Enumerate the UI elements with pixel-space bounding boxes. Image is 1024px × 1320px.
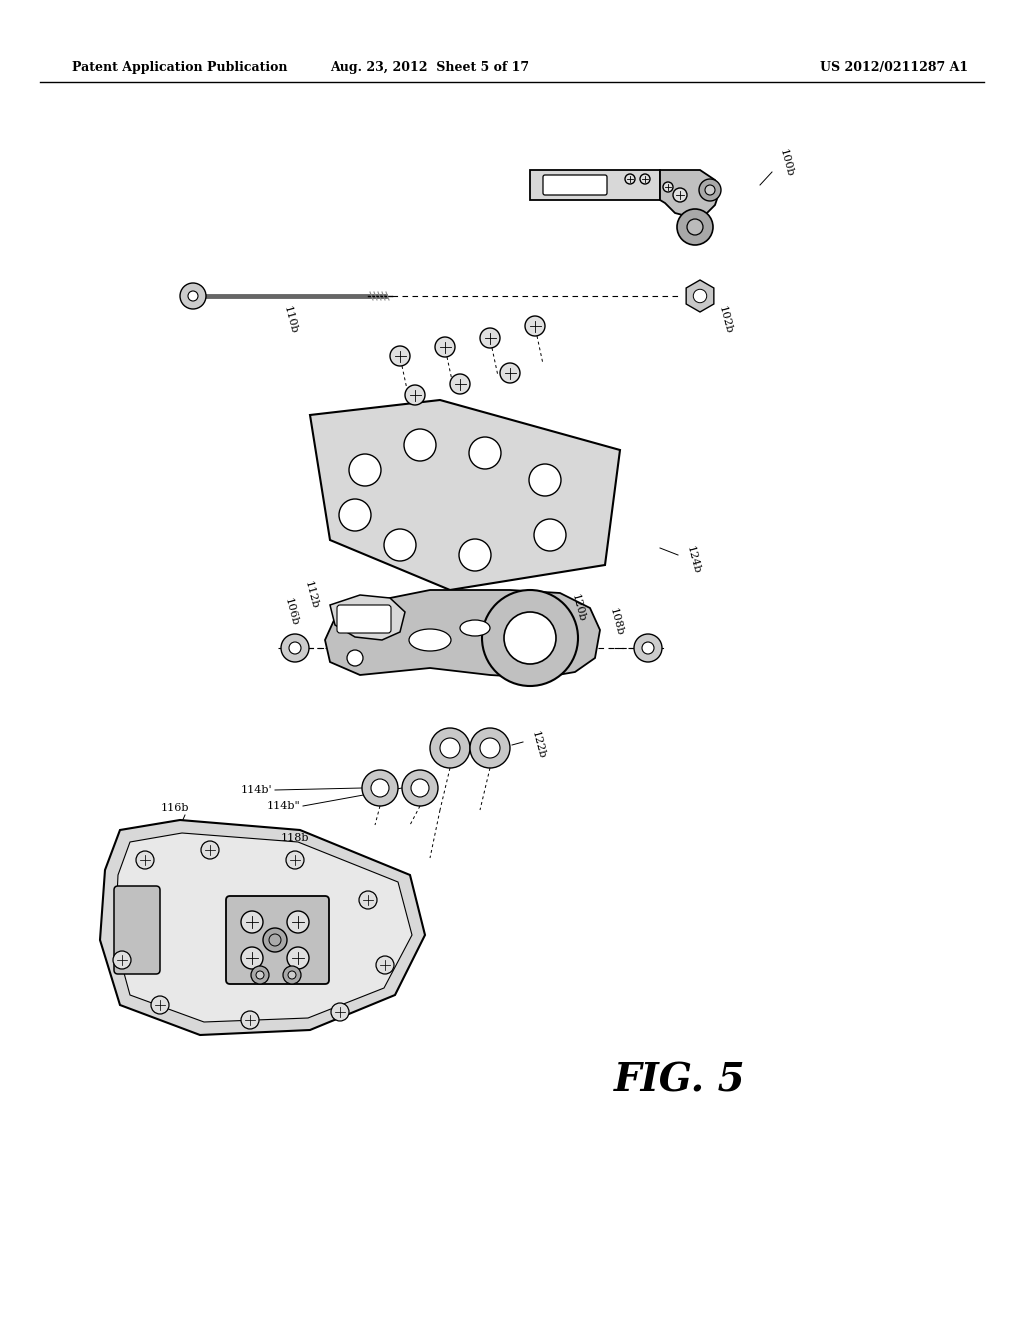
Circle shape <box>525 315 545 337</box>
Circle shape <box>534 519 566 550</box>
Text: 122b: 122b <box>530 730 547 760</box>
Circle shape <box>180 282 206 309</box>
Circle shape <box>339 499 371 531</box>
Text: 124b: 124b <box>685 545 702 576</box>
Polygon shape <box>325 590 600 678</box>
Circle shape <box>411 779 429 797</box>
Text: 102b: 102b <box>717 305 733 335</box>
Text: 108b: 108b <box>608 607 625 638</box>
Text: 110b: 110b <box>282 305 299 335</box>
Circle shape <box>529 465 561 496</box>
Circle shape <box>450 374 470 393</box>
Text: FIG. 5: FIG. 5 <box>614 1061 745 1100</box>
Circle shape <box>642 642 654 653</box>
Circle shape <box>435 337 455 356</box>
Text: 116b: 116b <box>161 803 189 813</box>
Circle shape <box>371 779 389 797</box>
Circle shape <box>287 911 309 933</box>
Circle shape <box>359 891 377 909</box>
Circle shape <box>188 290 198 301</box>
Circle shape <box>469 437 501 469</box>
Text: 100b: 100b <box>778 148 795 178</box>
Circle shape <box>677 209 713 246</box>
Circle shape <box>406 385 425 405</box>
Text: 120b: 120b <box>570 593 587 623</box>
Text: 112b: 112b <box>303 579 319 610</box>
Circle shape <box>241 1011 259 1030</box>
Circle shape <box>331 1003 349 1020</box>
Circle shape <box>347 649 362 667</box>
Circle shape <box>256 972 264 979</box>
Polygon shape <box>530 170 660 201</box>
Circle shape <box>640 174 650 183</box>
Circle shape <box>201 841 219 859</box>
Circle shape <box>480 738 500 758</box>
Circle shape <box>376 956 394 974</box>
Text: 114b": 114b" <box>266 801 300 810</box>
Circle shape <box>705 185 715 195</box>
Circle shape <box>430 729 470 768</box>
Circle shape <box>404 429 436 461</box>
Circle shape <box>136 851 154 869</box>
Text: 106b: 106b <box>283 597 300 627</box>
Circle shape <box>281 634 309 663</box>
Circle shape <box>289 642 301 653</box>
Circle shape <box>362 770 398 807</box>
Circle shape <box>288 972 296 979</box>
Circle shape <box>482 590 578 686</box>
Circle shape <box>241 911 263 933</box>
Ellipse shape <box>409 630 451 651</box>
Circle shape <box>349 454 381 486</box>
Circle shape <box>504 612 556 664</box>
Circle shape <box>470 729 510 768</box>
Circle shape <box>440 738 460 758</box>
Circle shape <box>286 851 304 869</box>
Ellipse shape <box>460 620 490 636</box>
Circle shape <box>390 346 410 366</box>
FancyBboxPatch shape <box>226 896 329 983</box>
Circle shape <box>269 935 281 946</box>
Circle shape <box>480 327 500 348</box>
Circle shape <box>384 529 416 561</box>
FancyBboxPatch shape <box>543 176 607 195</box>
Circle shape <box>693 289 707 302</box>
Circle shape <box>673 187 687 202</box>
Circle shape <box>241 946 263 969</box>
Polygon shape <box>660 170 720 216</box>
Polygon shape <box>100 820 425 1035</box>
Circle shape <box>287 946 309 969</box>
Circle shape <box>500 363 520 383</box>
Circle shape <box>283 966 301 983</box>
Text: Aug. 23, 2012  Sheet 5 of 17: Aug. 23, 2012 Sheet 5 of 17 <box>331 62 529 74</box>
Circle shape <box>251 966 269 983</box>
Circle shape <box>113 950 131 969</box>
Text: 114b': 114b' <box>241 785 272 795</box>
Polygon shape <box>310 400 620 590</box>
Text: Patent Application Publication: Patent Application Publication <box>72 62 288 74</box>
Polygon shape <box>686 280 714 312</box>
Circle shape <box>663 182 673 191</box>
Circle shape <box>687 219 703 235</box>
Circle shape <box>263 928 287 952</box>
Polygon shape <box>115 833 412 1022</box>
Text: US 2012/0211287 A1: US 2012/0211287 A1 <box>820 62 968 74</box>
FancyBboxPatch shape <box>114 886 160 974</box>
Circle shape <box>151 997 169 1014</box>
Circle shape <box>625 174 635 183</box>
Circle shape <box>402 770 438 807</box>
Circle shape <box>634 634 662 663</box>
Text: 118b: 118b <box>281 833 309 843</box>
Circle shape <box>699 180 721 201</box>
FancyBboxPatch shape <box>337 605 391 634</box>
Circle shape <box>459 539 490 572</box>
Polygon shape <box>330 595 406 640</box>
